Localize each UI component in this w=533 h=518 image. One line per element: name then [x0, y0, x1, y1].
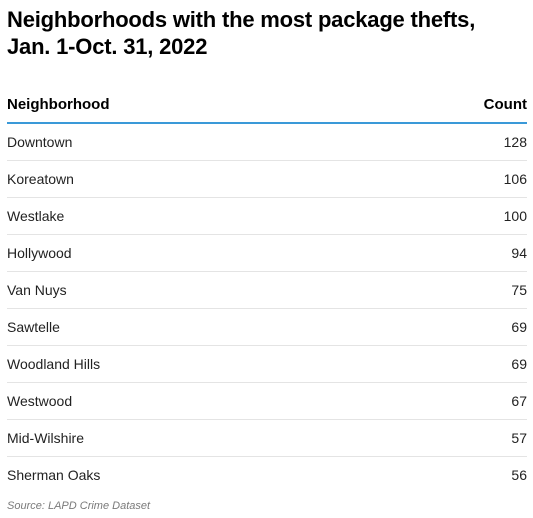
table-row: Woodland Hills 69 [7, 345, 527, 383]
table-body: Downtown 128 Koreatown 106 Westlake 100 Hollyw… [7, 123, 527, 493]
column-header-neighborhood[interactable]: Neighborhood [7, 86, 371, 124]
table-row: Koreatown 106 [7, 160, 527, 198]
neighborhood-cell: Koreatown [7, 160, 371, 198]
neighborhood-cell: Westlake [7, 197, 371, 235]
chart-title: Neighborhoods with the most package thef… [7, 6, 527, 60]
neighborhood-cell: Downtown [7, 123, 371, 161]
count-cell: 94 [371, 234, 527, 272]
table-row: Downtown 128 [7, 123, 527, 161]
neighborhood-cell: Sawtelle [7, 308, 371, 346]
count-cell: 69 [371, 308, 527, 346]
table-row: Sherman Oaks 56 [7, 457, 527, 494]
count-cell: 100 [371, 197, 527, 235]
column-header-count[interactable]: Count [371, 86, 527, 124]
count-cell: 67 [371, 382, 527, 420]
table-header-row: Neighborhood Count [7, 86, 527, 124]
table-row: Van Nuys 75 [7, 271, 527, 309]
table-row: Mid-Wilshire 57 [7, 419, 527, 457]
neighborhood-cell: Sherman Oaks [7, 467, 101, 483]
neighborhood-cell: Woodland Hills [7, 345, 371, 383]
table-row: Westlake 100 [7, 197, 527, 235]
count-cell: 128 [371, 123, 527, 161]
chart-container: Neighborhoods with the most package thef… [7, 6, 527, 493]
count-cell: 106 [371, 160, 527, 198]
table-row: Westwood 67 [7, 382, 527, 420]
table-row: Sawtelle 69 [7, 308, 527, 346]
count-cell: 57 [371, 419, 527, 457]
count-cell: 69 [371, 345, 527, 383]
count-cell: 56 [511, 467, 527, 483]
chart-title-line-1: Neighborhoods with the most package thef… [7, 7, 476, 32]
neighborhood-cell: Hollywood [7, 234, 371, 272]
neighborhood-cell: Van Nuys [7, 271, 371, 309]
data-table: Neighborhood Count Downtown 128 Koreatown 1… [7, 86, 527, 493]
table-row: Hollywood 94 [7, 234, 527, 272]
source-note: Source: LAPD Crime Dataset [7, 500, 151, 512]
count-cell: 75 [371, 271, 527, 309]
chart-title-line-2: Jan. 1-Oct. 31, 2022 [7, 34, 208, 59]
neighborhood-cell: Westwood [7, 382, 371, 420]
neighborhood-cell: Mid-Wilshire [7, 419, 371, 457]
